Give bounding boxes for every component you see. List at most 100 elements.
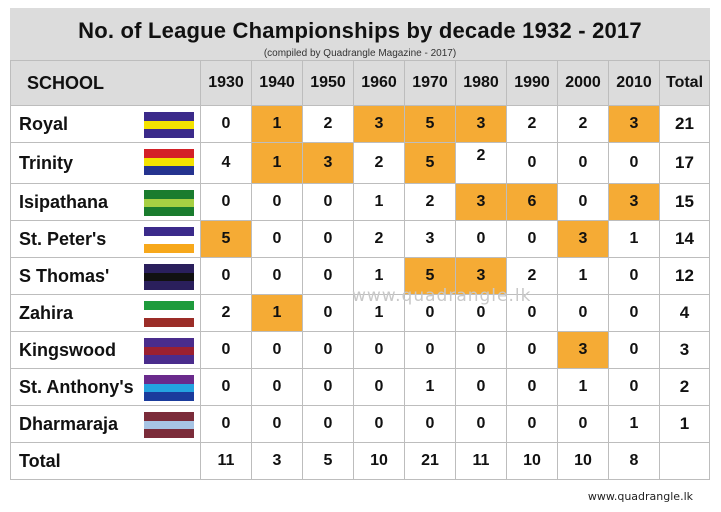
decade-header: 2000 bbox=[557, 60, 609, 106]
value-cell: 3 bbox=[302, 142, 354, 184]
row-total-cell: 17 bbox=[659, 142, 710, 184]
value-cell: 0 bbox=[251, 257, 303, 295]
column-total-cell: 8 bbox=[608, 442, 660, 480]
value-cell: 5 bbox=[404, 142, 456, 184]
chart-title: No. of League Championships by decade 19… bbox=[78, 18, 642, 43]
value-cell: 0 bbox=[608, 294, 660, 332]
row-total-cell: 21 bbox=[659, 105, 710, 143]
value-cell: 0 bbox=[302, 368, 354, 406]
table-row: Dharmaraja 0 0 0 0 0 0 0 0 1 1 bbox=[10, 405, 710, 443]
value-cell: 0 bbox=[557, 183, 609, 221]
school-name: Trinity bbox=[10, 142, 201, 184]
school-header: SCHOOL bbox=[10, 60, 201, 106]
value-cell: 0 bbox=[200, 331, 252, 369]
school-name: Kingswood bbox=[10, 331, 201, 369]
row-total-cell: 4 bbox=[659, 294, 710, 332]
column-total-cell: 10 bbox=[353, 442, 405, 480]
column-total-cell: 10 bbox=[506, 442, 558, 480]
value-cell: 2 bbox=[200, 294, 252, 332]
value-cell: 0 bbox=[455, 331, 507, 369]
school-name: Royal bbox=[10, 105, 201, 143]
value-cell: 0 bbox=[200, 105, 252, 143]
value-cell: 1 bbox=[251, 105, 303, 143]
value-cell: 0 bbox=[506, 142, 558, 184]
value-cell: 0 bbox=[557, 142, 609, 184]
value-cell: 6 bbox=[506, 183, 558, 221]
school-name: St. Anthony's bbox=[10, 368, 201, 406]
decade-header: 1960 bbox=[353, 60, 405, 106]
value-cell: 1 bbox=[608, 220, 660, 258]
value-cell: 0 bbox=[200, 183, 252, 221]
school-name: Dharmaraja bbox=[10, 405, 201, 443]
value-cell: 1 bbox=[557, 257, 609, 295]
school-label: Trinity bbox=[19, 152, 74, 173]
value-cell: 3 bbox=[455, 105, 507, 143]
value-cell: 0 bbox=[353, 331, 405, 369]
value-cell: 2 bbox=[353, 142, 405, 184]
value-cell: 4 bbox=[200, 142, 252, 184]
value-cell: 3 bbox=[608, 105, 660, 143]
value-cell: 0 bbox=[251, 405, 303, 443]
value-cell: 0 bbox=[302, 405, 354, 443]
value-cell: 0 bbox=[251, 331, 303, 369]
value-cell: 0 bbox=[251, 368, 303, 406]
value-cell: 2 bbox=[302, 105, 354, 143]
decade-header: 1940 bbox=[251, 60, 303, 106]
value-cell: 0 bbox=[608, 368, 660, 406]
value-cell: 2 bbox=[455, 142, 507, 184]
column-total-cell: 10 bbox=[557, 442, 609, 480]
value-cell: 5 bbox=[404, 257, 456, 295]
value-cell: 0 bbox=[302, 331, 354, 369]
value-cell: 5 bbox=[404, 105, 456, 143]
value-cell: 2 bbox=[404, 183, 456, 221]
header-row: SCHOOL 1930 1940 1950 1960 1970 1980 1990 2000 2… bbox=[10, 60, 710, 106]
table-row: Isipathana 0 0 0 1 2 3 6 0 3 15 bbox=[10, 183, 710, 221]
table-row: Zahira 2 1 0 1 0 0 0 0 0 4 bbox=[10, 294, 710, 332]
school-name: Isipathana bbox=[10, 183, 201, 221]
championship-table: SCHOOL 1930 1940 1950 1960 1970 1980 1990 2000 2… bbox=[10, 60, 710, 480]
value-cell: 0 bbox=[455, 368, 507, 406]
school-label: St. Anthony's bbox=[19, 376, 134, 397]
column-total-cell: 3 bbox=[251, 442, 303, 480]
value-cell: 3 bbox=[455, 183, 507, 221]
value-cell: 0 bbox=[353, 368, 405, 406]
table-row: S Thomas' 0 0 0 1 5 3 2 1 0 12 bbox=[10, 257, 710, 295]
value-cell: 0 bbox=[404, 331, 456, 369]
school-flag-icon bbox=[144, 112, 194, 139]
value-cell: 0 bbox=[455, 220, 507, 258]
decade-header: 2010 bbox=[608, 60, 660, 106]
value-cell: 0 bbox=[302, 294, 354, 332]
column-total-cell: 11 bbox=[455, 442, 507, 480]
school-flag-icon bbox=[144, 190, 194, 217]
decade-header: 1930 bbox=[200, 60, 252, 106]
totals-label: Total bbox=[10, 442, 201, 480]
value-cell: 0 bbox=[608, 257, 660, 295]
value-cell: 0 bbox=[200, 405, 252, 443]
table-row: Royal 0 1 2 3 5 3 2 2 3 21 bbox=[10, 105, 710, 143]
school-label: Dharmaraja bbox=[19, 413, 119, 434]
decade-header: 1990 bbox=[506, 60, 558, 106]
table-body: Royal 0 1 2 3 5 3 2 2 3 21 Trinity 4 1 3 2 5 2 0 0 0 17 Isipat… bbox=[10, 105, 710, 480]
school-label: Isipathana bbox=[19, 191, 109, 212]
school-flag-icon bbox=[144, 301, 194, 328]
value-cell: 2 bbox=[557, 105, 609, 143]
row-total-cell: 3 bbox=[659, 331, 710, 369]
school-label: Kingswood bbox=[19, 339, 116, 360]
value-cell: 1 bbox=[251, 142, 303, 184]
value-cell: 0 bbox=[506, 331, 558, 369]
column-total-cell: 21 bbox=[404, 442, 456, 480]
column-total-cell: 5 bbox=[302, 442, 354, 480]
decade-header: 1970 bbox=[404, 60, 456, 106]
row-total-cell: 14 bbox=[659, 220, 710, 258]
watermark: www.quadrangle.lk bbox=[352, 286, 532, 306]
value-cell: 0 bbox=[251, 220, 303, 258]
table-row: St. Peter's 5 0 0 2 3 0 0 3 1 14 bbox=[10, 220, 710, 258]
total-header: Total bbox=[659, 60, 710, 106]
row-total-cell: 1 bbox=[659, 405, 710, 443]
school-flag-icon bbox=[144, 264, 194, 291]
value-cell: 0 bbox=[353, 405, 405, 443]
school-label: St. Peter's bbox=[19, 228, 107, 249]
value-cell: 0 bbox=[608, 331, 660, 369]
table-row: Kingswood 0 0 0 0 0 0 0 3 0 3 bbox=[10, 331, 710, 369]
chart-subtitle: (compiled by Quadrangle Magazine - 2017) bbox=[263, 48, 457, 59]
